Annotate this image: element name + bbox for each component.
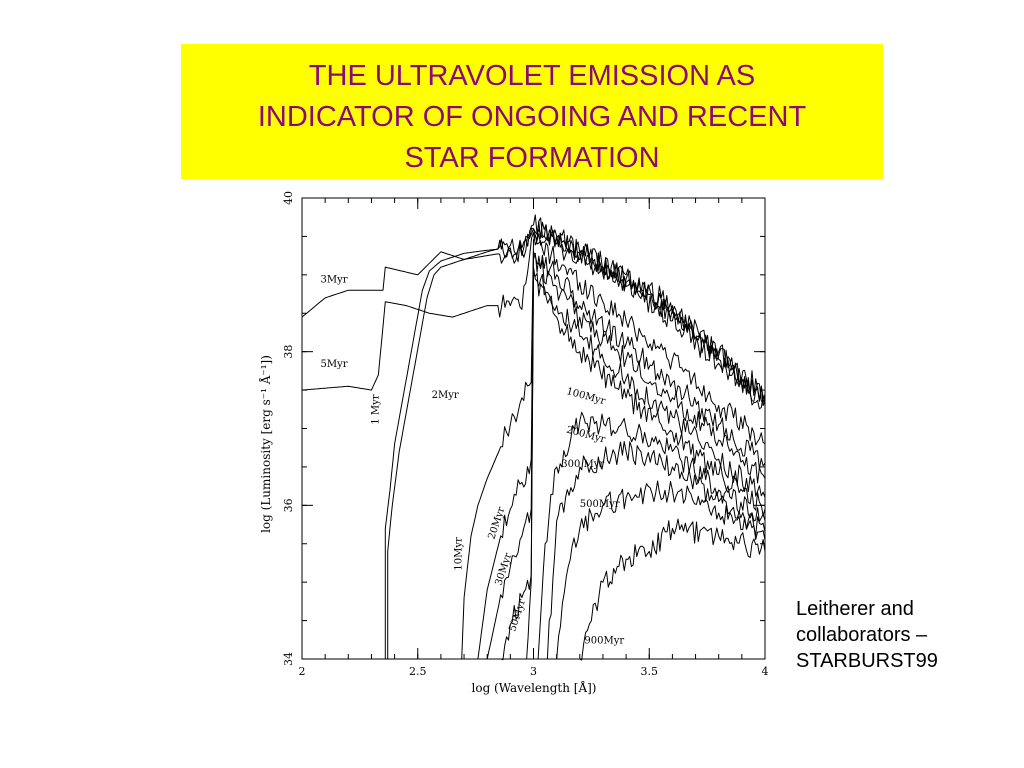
y-tick-label: 40: [282, 191, 295, 205]
y-tick-label: 34: [282, 652, 295, 666]
series-line: [556, 480, 766, 660]
spectrum-chart: 2 2.5 3 3.5 4 34 36 38 40 1 Myr 2Myr 3Myr 5Myr 10Myr…: [250, 182, 780, 704]
series-line: [486, 252, 766, 660]
credit-line: collaborators –: [796, 624, 928, 646]
series-label: 300 Myr: [561, 459, 604, 470]
title-line: INDICATOR OF ONGOING AND RECENT: [257, 101, 807, 133]
series-line: [537, 411, 766, 660]
y-axis-label: log (Luminosity [erg s⁻¹ Å⁻¹]): [258, 355, 273, 533]
series-layer: 1 Myr 2Myr3Myr5Myr10Myr20Myr30Myr50Myr100…: [301, 214, 766, 661]
series-label: 500Myr: [580, 499, 620, 510]
series-label: 100Myr: [565, 386, 606, 407]
y-tick-label: 38: [282, 345, 295, 359]
series-line: [301, 221, 766, 407]
x-tick-label: 2: [299, 665, 306, 678]
slide-title: THE ULTRAVOLET EMISSION AS INDICATOR OF …: [181, 44, 883, 179]
series-label: 10Myr: [454, 537, 465, 571]
series-line: [477, 251, 766, 660]
credit-line: STARBURST99: [796, 650, 938, 672]
series-line: [500, 266, 766, 661]
x-tick-label: 3: [530, 665, 537, 678]
y-tick-label: 36: [282, 498, 295, 512]
series-line: [579, 518, 766, 661]
series-label: 900Myr: [584, 636, 624, 647]
series-label: 2Myr: [432, 390, 459, 401]
axes-layer: 2 2.5 3 3.5 4 34 36 38 40: [282, 191, 769, 678]
credit-line: Leitherer and: [796, 598, 914, 620]
series-label: 5Myr: [321, 359, 348, 370]
x-axis-label: log (Wavelength [Å]): [472, 680, 597, 695]
series-label: 30Myr: [493, 552, 514, 587]
series-line: [526, 272, 766, 660]
x-tick-label: 4: [762, 665, 769, 678]
title-line: THE ULTRAVOLET EMISSION AS: [308, 60, 756, 92]
credit-text: Leitherer and collaborators – STARBURST9…: [796, 596, 1018, 674]
series-label: 3Myr: [321, 275, 348, 286]
series-line: [387, 214, 766, 659]
series-line: [301, 229, 766, 410]
title-line: STAR FORMATION: [404, 142, 660, 174]
chart-svg: 2 2.5 3 3.5 4 34 36 38 40 1 Myr 2Myr 3Myr 5Myr 10Myr…: [258, 191, 769, 695]
x-tick-label: 3.5: [641, 665, 659, 678]
series-line: [546, 441, 766, 660]
series-label: 1 Myr: [370, 394, 381, 424]
x-tick-label: 2.5: [409, 665, 427, 678]
series-label: 50Myr: [507, 598, 528, 633]
series-line: [461, 234, 766, 660]
